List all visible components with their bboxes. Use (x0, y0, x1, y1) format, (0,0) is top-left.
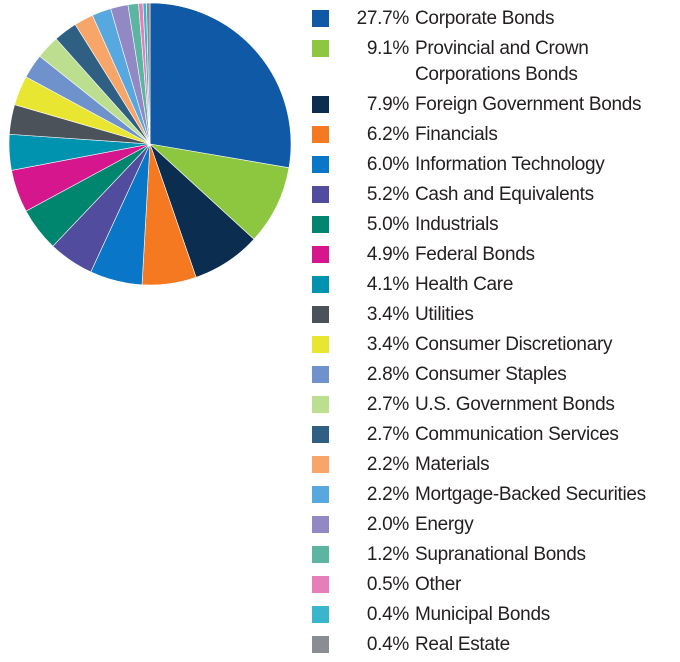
legend-label: Provincial and Crown Corporations Bonds (415, 38, 589, 85)
legend-swatch (312, 606, 329, 623)
legend-swatch (312, 396, 329, 413)
pie-slice-real-estate (146, 2, 151, 145)
legend-item: 0.4% Municipal Bonds (310, 602, 678, 632)
legend-value: 4.1% (366, 274, 409, 295)
legend-item: 27.7% Corporate Bonds (310, 6, 678, 36)
legend-swatch (312, 546, 329, 563)
legend-item: 0.5% Other (310, 572, 678, 602)
legend-swatch (312, 306, 329, 323)
legend-item: 2.8% Consumer Staples (310, 362, 678, 392)
legend-label: Other (415, 574, 462, 595)
legend-swatch (312, 10, 329, 27)
legend-label: Consumer Staples (415, 364, 567, 385)
legend-swatch (312, 636, 329, 653)
legend-item: 5.0% Industrials (310, 212, 678, 242)
legend-swatch (312, 336, 329, 353)
legend-item: 1.2% Supranational Bonds (310, 542, 678, 572)
legend-item: 2.7% U.S. Government Bonds (310, 392, 678, 422)
legend-swatch (312, 456, 329, 473)
pie-chart (8, 2, 292, 286)
legend-value: 7.9% (366, 94, 409, 115)
legend-item: 4.1% Health Care (310, 272, 678, 302)
legend-label: Cash and Equivalents (415, 184, 594, 205)
legend-swatch (312, 156, 329, 173)
legend-item: 2.7% Communication Services (310, 422, 678, 452)
legend-swatch (312, 126, 329, 143)
legend-swatch (312, 426, 329, 443)
legend-item: 2.2% Mortgage-Backed Securities (310, 482, 678, 512)
legend-value: 2.7% (366, 394, 409, 415)
legend-value: 2.8% (366, 364, 409, 385)
legend-value: 5.0% (366, 214, 409, 235)
legend-label: Municipal Bonds (415, 604, 550, 625)
legend-swatch (312, 96, 329, 113)
legend-value: 5.2% (366, 184, 409, 205)
legend-value: 27.7% (356, 8, 410, 29)
legend-label: Communication Services (415, 424, 619, 445)
legend-item: 3.4% Utilities (310, 302, 678, 332)
legend-label: Financials (415, 124, 498, 145)
legend-value: 9.1% (366, 38, 409, 59)
legend-swatch (312, 576, 329, 593)
legend-item: 9.1% Provincial and Crown Corporations Bon… (310, 36, 678, 92)
legend-swatch (312, 246, 329, 263)
legend-swatch (312, 366, 329, 383)
legend-label: Industrials (415, 214, 499, 235)
legend-swatch (312, 516, 329, 533)
legend-swatch (312, 486, 329, 503)
legend-label: Corporate Bonds (415, 8, 555, 29)
legend-item: 2.0% Energy (310, 512, 678, 542)
legend-value: 1.2% (366, 544, 409, 565)
legend-label: Supranational Bonds (415, 544, 586, 565)
legend-label: Information Technology (415, 154, 605, 175)
legend-swatch (312, 276, 329, 293)
legend-item: 0.4% Real Estate (310, 632, 678, 662)
legend-value: 2.2% (366, 454, 409, 475)
legend-item: 7.9% Foreign Government Bonds (310, 92, 678, 122)
legend-swatch (312, 216, 329, 233)
legend-label: Health Care (415, 274, 514, 295)
legend-value: 2.0% (366, 514, 409, 535)
legend-item: 4.9% Federal Bonds (310, 242, 678, 272)
legend-label: Materials (415, 454, 490, 475)
legend-label: Consumer Discretionary (415, 334, 613, 355)
legend-value: 3.4% (366, 304, 409, 325)
legend-item: 2.2% Materials (310, 452, 678, 482)
legend-value: 2.2% (366, 484, 409, 505)
legend-value: 3.4% (366, 334, 409, 355)
legend-label: Foreign Government Bonds (415, 94, 642, 115)
legend-label: Real Estate (415, 634, 510, 655)
legend-item: 6.2% Financials (310, 122, 678, 152)
legend-value: 0.5% (366, 574, 409, 595)
legend-item: 5.2% Cash and Equivalents (310, 182, 678, 212)
legend-value: 4.9% (366, 244, 409, 265)
legend-label: Mortgage-Backed Securities (415, 484, 646, 505)
legend-value: 6.0% (366, 154, 409, 175)
legend-swatch (312, 40, 329, 57)
legend-item: 3.4% Consumer Discretionary (310, 332, 678, 362)
legend-value: 2.7% (366, 424, 409, 445)
legend-value: 0.4% (366, 604, 409, 625)
pie-slice-provincial-and-crown-corporations-bonds (149, 143, 290, 240)
legend-swatch (312, 186, 329, 203)
legend-label: U.S. Government Bonds (415, 394, 615, 415)
pie-slice-corporate-bonds (149, 2, 292, 169)
legend-value: 0.4% (366, 634, 409, 655)
legend-label: Utilities (415, 304, 474, 325)
legend: 27.7% Corporate Bonds 9.1% Provincial and C… (310, 6, 678, 662)
legend-item: 6.0% Information Technology (310, 152, 678, 182)
legend-value: 6.2% (366, 124, 409, 145)
legend-label: Energy (415, 514, 474, 535)
legend-label: Federal Bonds (415, 244, 535, 265)
